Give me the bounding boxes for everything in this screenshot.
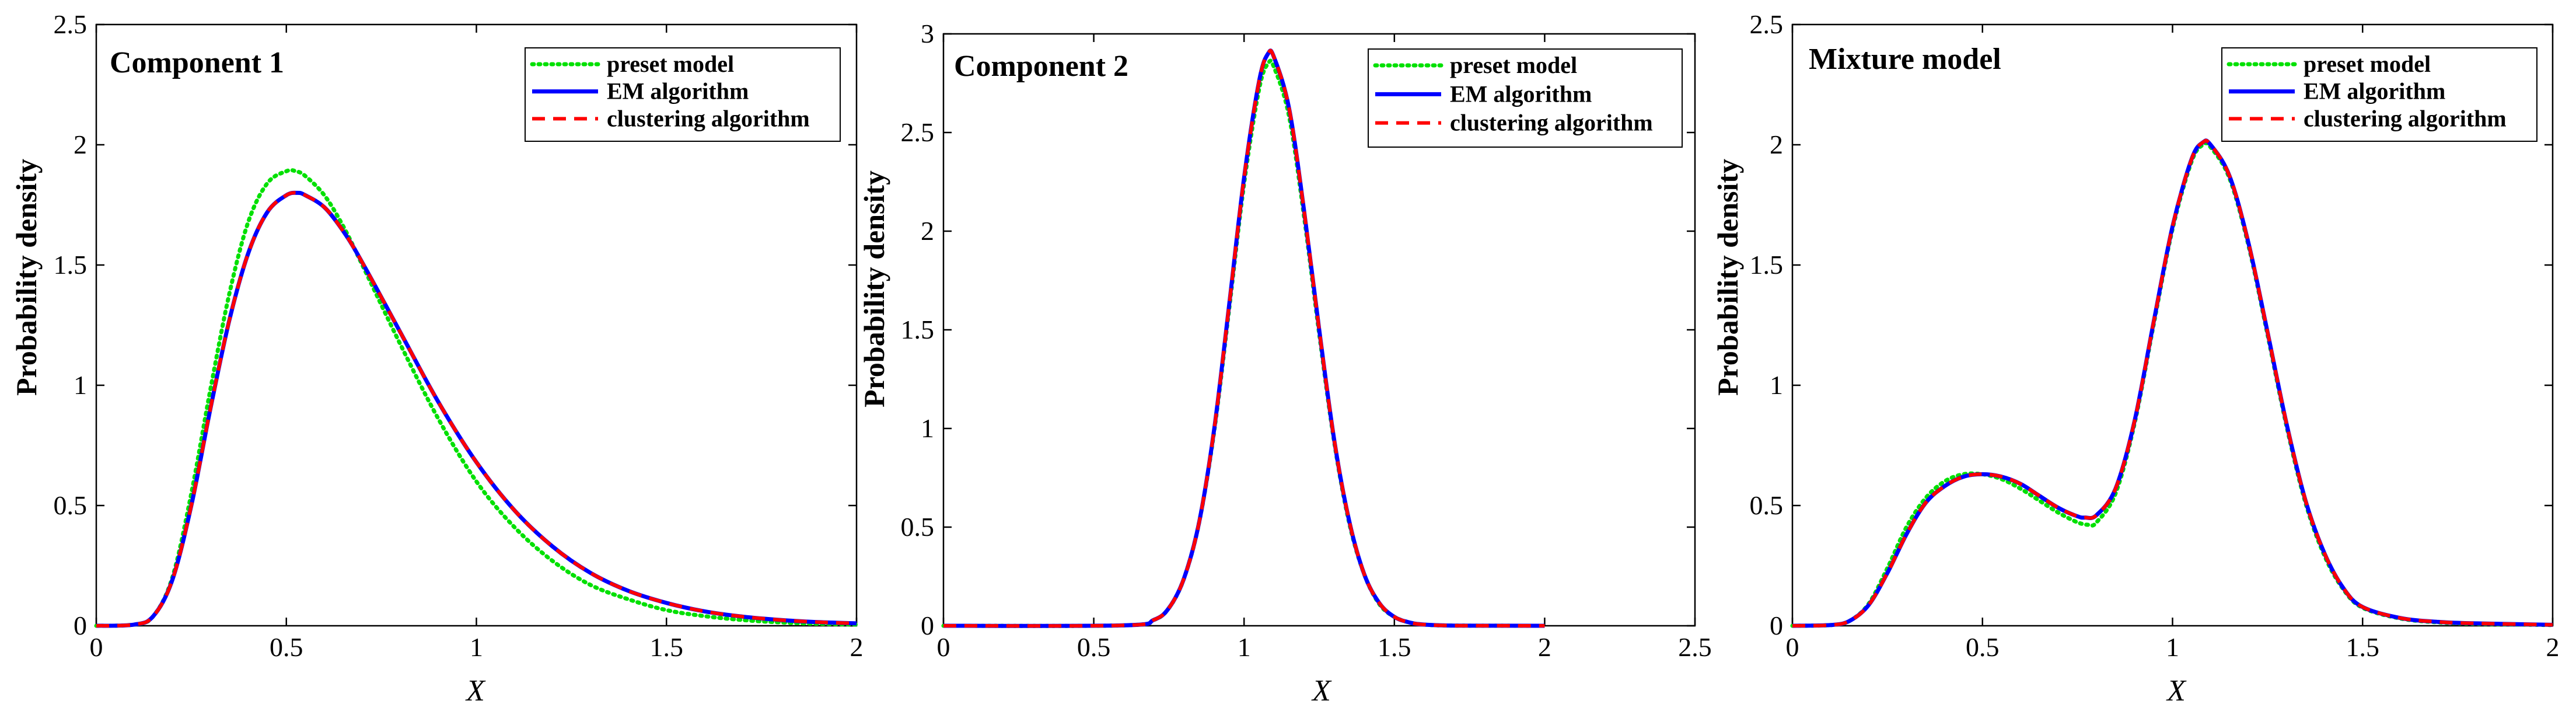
legend-label-em: EM algorithm	[2304, 78, 2445, 104]
legend-label-em: EM algorithm	[1450, 81, 1592, 107]
y-tick-label: 0	[1770, 611, 1783, 640]
x-tick-label: 0.5	[270, 632, 303, 662]
legend: preset model EM algorithm clustering algor…	[1368, 48, 1683, 148]
y-tick-label: 2.5	[54, 9, 88, 39]
panel-title: Component 1	[110, 46, 284, 79]
y-axis-label: Probability density	[858, 170, 890, 407]
y-tick-label: 0.5	[54, 490, 88, 520]
legend-label-clustering: clustering algorithm	[2304, 105, 2507, 131]
y-axis-label: Probability density	[1711, 159, 1744, 396]
x-tick-label: 1	[2166, 632, 2179, 662]
x-tick-label: 0	[1786, 632, 1799, 662]
legend-label-clustering: clustering algorithm	[607, 105, 810, 131]
panel-mixture-model: Probability density X Mixture model 0 0.5…	[1711, 9, 2560, 707]
legend-label-em: EM algorithm	[607, 78, 749, 104]
panel-title: Mixture model	[1809, 43, 2001, 76]
y-tick-label: 1	[74, 370, 87, 400]
y-tick-label: 1.5	[1750, 250, 1784, 280]
y-tick-label: 0	[74, 611, 87, 640]
panel-component-1: Probability density X Component 1 0 0.5 1 1…	[10, 9, 864, 707]
x-tick-label: 1	[470, 632, 483, 662]
x-axis-label: X	[2166, 674, 2187, 707]
x-tick-label: 0.5	[1966, 632, 2000, 662]
panel-component-2: Probability density X Component 2 0 0.5 1 1…	[858, 19, 1712, 707]
y-tick-label: 1	[921, 413, 934, 443]
x-tick-label: 1	[1238, 632, 1251, 662]
panel-title: Component 2	[954, 50, 1128, 83]
y-axis-label: Probability density	[10, 159, 43, 396]
x-tick-label: 1.5	[2346, 632, 2380, 662]
y-tick-label: 1.5	[54, 250, 88, 280]
series-line-clustering	[943, 48, 1545, 628]
y-tick-label: 0.5	[901, 512, 935, 542]
y-tick-label: 3	[921, 19, 934, 48]
legend-label-preset: preset model	[2304, 51, 2431, 77]
x-tick-label: 0	[90, 632, 103, 662]
y-tick-label: 1	[1770, 370, 1783, 400]
legend-label-clustering: clustering algorithm	[1450, 110, 1653, 136]
x-tick-label: 1.5	[1378, 632, 1411, 662]
x-tick-label: 2	[2546, 632, 2560, 662]
legend-label-preset: preset model	[1450, 52, 1577, 78]
x-axis-label: X	[465, 674, 486, 707]
y-tick-label: 2	[74, 130, 87, 159]
series-line-clustering	[1792, 138, 2553, 628]
y-tick-label: 0	[921, 611, 934, 640]
x-axis-label: X	[1311, 674, 1332, 707]
x-tick-label: 2.5	[1678, 632, 1712, 662]
series-line-clustering	[96, 191, 857, 628]
y-tick-label: 0.5	[1750, 490, 1784, 520]
x-tick-label: 0.5	[1077, 632, 1111, 662]
x-tick-label: 2	[850, 632, 864, 662]
y-tick-label: 2	[921, 216, 934, 246]
x-tick-label: 0	[937, 632, 950, 662]
y-tick-label: 2.5	[1750, 9, 1784, 39]
x-tick-label: 2	[1538, 632, 1551, 662]
y-tick-label: 1.5	[901, 315, 935, 344]
x-tick-label: 1.5	[650, 632, 684, 662]
y-tick-label: 2.5	[901, 117, 935, 147]
y-tick-label: 2	[1770, 130, 1783, 159]
legend-label-preset: preset model	[607, 51, 734, 77]
